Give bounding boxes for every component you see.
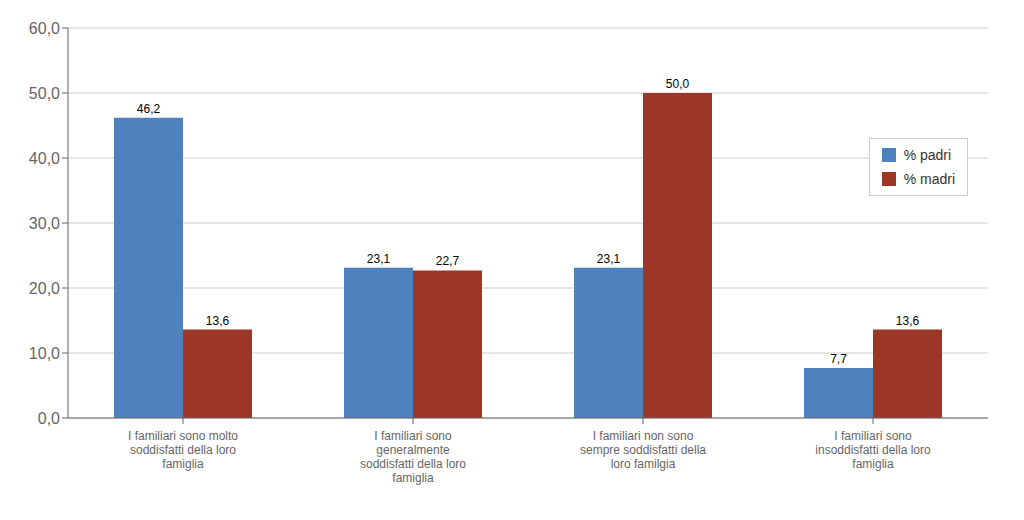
svg-text:22,7: 22,7 (436, 254, 460, 268)
svg-text:46,2: 46,2 (137, 102, 161, 116)
svg-text:I familiari sono moltosoddisfa: I familiari sono moltosoddisfatti della … (128, 429, 238, 471)
html-text:% madri: % madri (903, 171, 955, 187)
svg-text:20,0: 20,0 (29, 280, 60, 297)
svg-text:0,0: 0,0 (38, 410, 60, 427)
svg-text:23,1: 23,1 (367, 252, 391, 266)
html-text:% padri: % padri (903, 147, 952, 163)
svg-text:60,0: 60,0 (29, 20, 60, 37)
svg-text:I familiari sonogeneralmenteso: I familiari sonogeneralmentesoddisfatti … (360, 429, 466, 485)
svg-text:I familiari sonoinsoddisfatti: I familiari sonoinsoddisfatti della loro… (815, 429, 931, 471)
svg-text:50,0: 50,0 (29, 85, 60, 102)
svg-text:50,0: 50,0 (666, 77, 690, 91)
svg-text:23,1: 23,1 (597, 252, 621, 266)
svg-text:7,7: 7,7 (830, 352, 847, 366)
svg-text:13,6: 13,6 (896, 314, 920, 328)
svg-text:10,0: 10,0 (29, 345, 60, 362)
svg-text:30,0: 30,0 (29, 215, 60, 232)
svg-text:I familiari non sonosempre sod: I familiari non sonosempre soddisfatti d… (580, 429, 706, 471)
svg-text:13,6: 13,6 (206, 314, 230, 328)
svg-text:40,0: 40,0 (29, 150, 60, 167)
